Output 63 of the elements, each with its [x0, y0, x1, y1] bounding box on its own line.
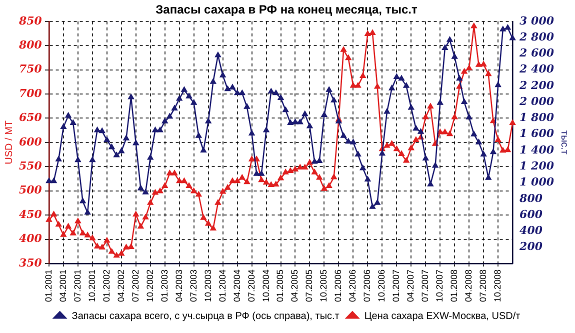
- x-tick-label: 07.2005: [304, 269, 314, 302]
- x-tick-label: 10.2004: [260, 269, 271, 302]
- x-tick-label: 10.2007: [434, 269, 445, 302]
- x-tick-label: 10.2001: [86, 269, 97, 302]
- x-tick-label: 01.2008: [449, 269, 460, 302]
- y-tick-label: 600: [18, 135, 42, 148]
- x-tick-label: 04.2001: [58, 269, 68, 302]
- y2-tick-label: 1 600: [520, 127, 554, 140]
- y-tick-label: 650: [18, 111, 42, 124]
- x-tick-label: 01.2006: [333, 269, 344, 302]
- y-tick-label: 750: [18, 62, 42, 76]
- x-tick-label: 10.2005: [318, 269, 329, 302]
- x-tick-label: 07.2008: [478, 269, 488, 302]
- y2-tick-label: 600: [520, 208, 543, 221]
- x-tick-label: 10.2002: [144, 269, 155, 302]
- y-tick-label: 450: [18, 208, 42, 221]
- y2-tick-label: 2 200: [518, 78, 554, 92]
- x-tick-label: 07.2004: [246, 269, 256, 302]
- y-tick-label: 400: [18, 232, 42, 246]
- x-tick-label: 01.2004: [217, 269, 228, 302]
- x-tick-label: 10.2006: [376, 269, 387, 302]
- y-tick-label: 700: [18, 86, 42, 100]
- x-tick-label: 07.2007: [420, 269, 430, 302]
- y2-tick-label: 3 000: [520, 14, 554, 28]
- x-tick-label: 04.2005: [290, 269, 300, 302]
- y2-tick-label: 200: [518, 240, 543, 254]
- y-tick-label: 850: [18, 14, 42, 28]
- x-tick-label: 04.2006: [348, 269, 358, 302]
- y2-tick-label: 800: [518, 192, 543, 205]
- x-tick-label: 04.2003: [174, 269, 184, 302]
- y2-tick-label: 2 400: [518, 62, 554, 76]
- chart-title: Запасы сахара в РФ на конец месяца, тыс.т: [156, 2, 418, 17]
- x-tick-label: 01.2005: [275, 269, 286, 302]
- x-tick-label: 07.2006: [362, 269, 372, 302]
- x-tick-label: 04.2008: [464, 269, 474, 302]
- y2-tick-label: 2 600: [518, 46, 554, 60]
- y-tick-label: 800: [18, 38, 42, 52]
- x-tick-label: 04.2004: [232, 269, 242, 302]
- legend-label: Запасы сахара всего, с уч.сырца в РФ (ось справа), тыс.т: [72, 310, 340, 322]
- y2-tick-label: 1 000: [520, 176, 554, 189]
- y2-tick-label: 400: [520, 224, 543, 238]
- x-tick-label: 01.2001: [43, 269, 54, 302]
- x-tick-label: 07.2003: [188, 269, 198, 302]
- y2-tick-label: 2 800: [518, 30, 554, 44]
- y-axis-title: USD / MT: [4, 120, 15, 164]
- y-tick-label: 550: [18, 160, 42, 172]
- x-tick-label: 10.2008: [492, 269, 503, 302]
- x-tick-label: 07.2002: [130, 269, 140, 302]
- y2-axis-title: тыс.т: [558, 130, 570, 155]
- legend-label: Цена сахара EXW-Москва, USD/т: [364, 310, 521, 322]
- x-tick-label: 01.2007: [391, 269, 402, 302]
- y-tick-label: 350: [18, 256, 42, 270]
- y2-tick-label: 1 400: [520, 143, 554, 156]
- x-tick-label: 04.2007: [406, 269, 416, 302]
- x-tick-label: 10.2003: [202, 269, 213, 302]
- y2-tick-label: 1 200: [520, 160, 554, 172]
- y2-tick-label: 2 000: [518, 94, 554, 108]
- x-tick-label: 04.2002: [116, 269, 126, 302]
- x-tick-label: 01.2003: [159, 269, 170, 302]
- y2-tick-label: 1 800: [520, 111, 554, 124]
- x-tick-label: 01.2002: [101, 269, 112, 302]
- x-tick-label: 07.2001: [72, 269, 82, 302]
- y-tick-label: 500: [18, 184, 42, 197]
